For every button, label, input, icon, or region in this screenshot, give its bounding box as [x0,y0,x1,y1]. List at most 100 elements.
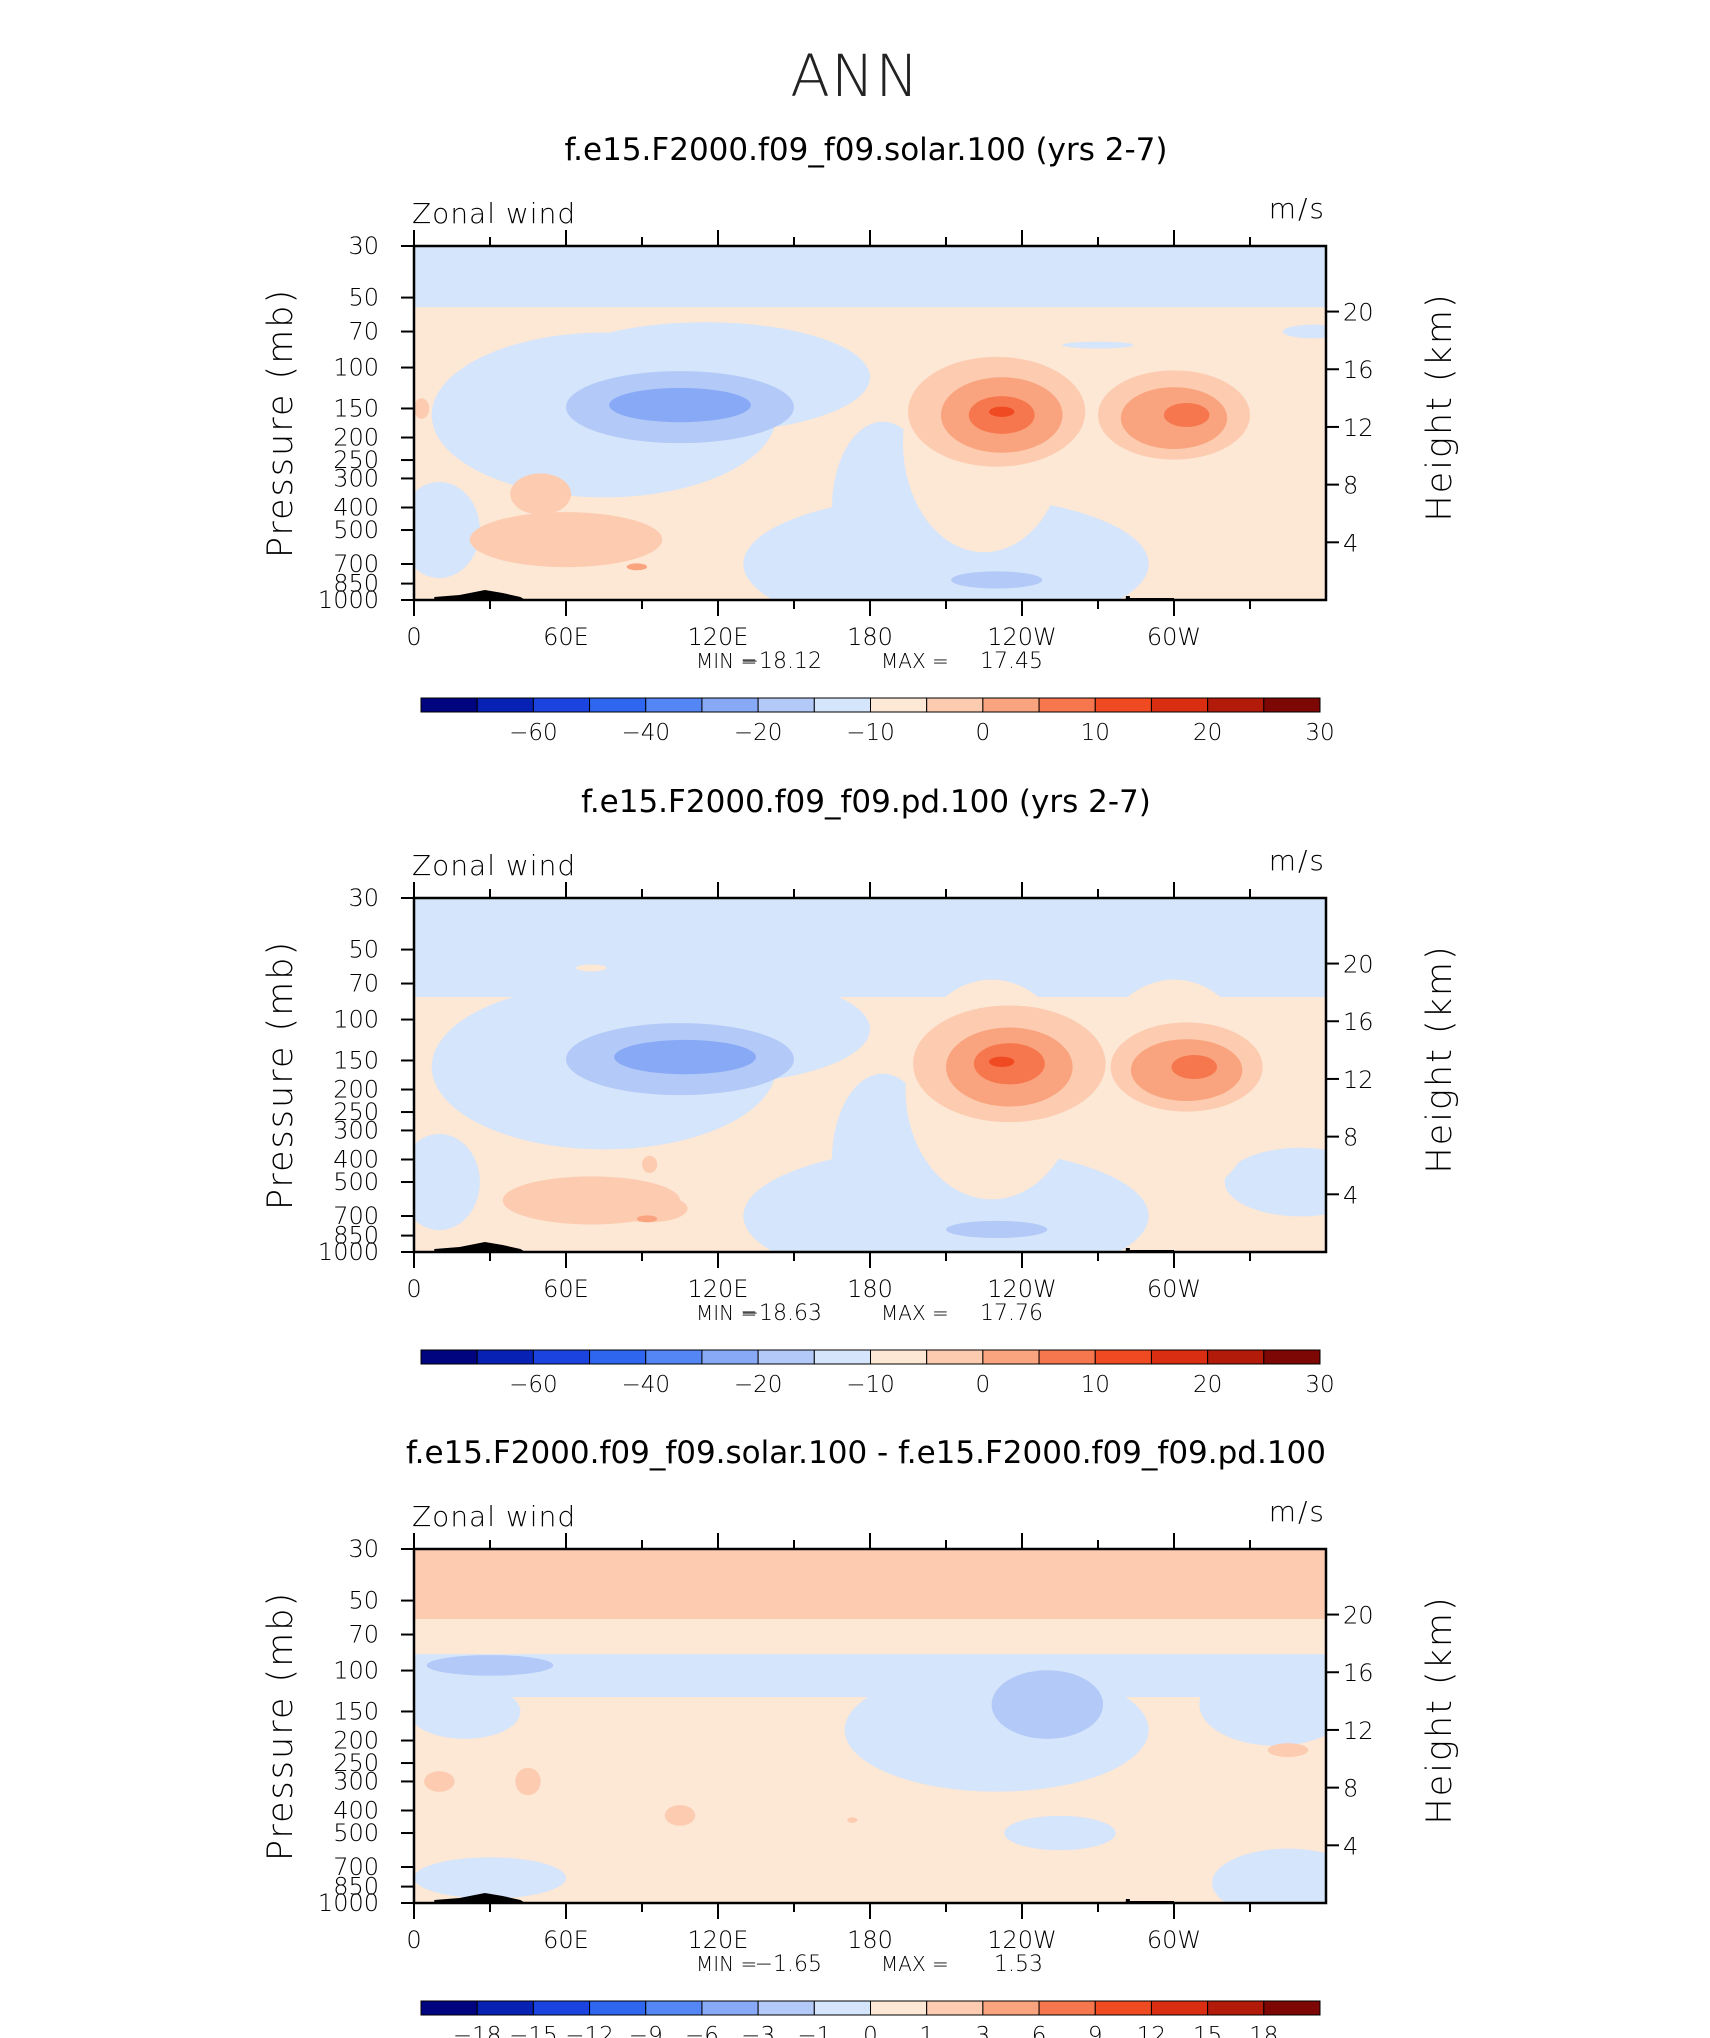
colorbar-swatch [1207,697,1265,713]
colorbar-label: −6 [685,2023,719,2038]
y-tick-label: 150 [333,394,379,422]
y-tick-label: 50 [348,1587,379,1615]
colorbar-swatch [926,1349,984,1365]
height-tick-label: 20 [1343,951,1374,979]
colorbar-swatch [420,1349,478,1365]
panel-1: f.e15.F2000.f09_f09.solar.100 (yrs 2-7) Z… [261,132,1460,746]
colorbar-swatch [645,2000,703,2016]
units-label: m/s [1269,192,1326,225]
colorbar-label: 3 [976,2023,991,2038]
panel-3: f.e15.F2000.f09_f09.solar.100 - f.e15.F2… [261,1435,1460,2038]
height-tick-label: 8 [1343,472,1358,500]
topography [434,1242,526,1252]
colorbar-label: 20 [1193,1372,1222,1398]
height-tick-label: 20 [1343,1602,1374,1630]
colorbar-label: −3 [741,2023,775,2038]
colorbar-swatch [1150,2000,1209,2016]
contour-region [1282,324,1326,339]
colorbar-swatch [532,1349,591,1365]
y-tick-label: 250 [333,446,379,474]
height-tick-label: 12 [1343,414,1374,442]
colorbar-label: −40 [621,720,670,746]
x-tick-label: 0 [406,1275,421,1303]
contour-region [989,1056,1015,1067]
height-tick-label: 12 [1343,1717,1374,1745]
contour-region [1224,1147,1326,1217]
contour-region [611,1194,688,1223]
colorbar-swatch [982,2000,1040,2016]
contour-region [1171,1054,1218,1080]
y-tick-label: 30 [348,232,379,260]
contour-region [664,1805,696,1826]
height-tick-label: 20 [1343,299,1374,327]
height-tick-label: 4 [1343,1832,1358,1860]
x-tick-label: 60E [543,1275,589,1303]
contour-region [832,1073,934,1246]
topography [434,1893,526,1903]
y-axis-title: Pressure (mb) [261,940,301,1210]
y-tick-label: 850 [333,1873,379,1901]
colorbar-swatch [1094,1349,1152,1365]
colorbar-label: 30 [1305,720,1334,746]
y-tick-label: 70 [348,970,379,998]
contour-region [414,1684,521,1739]
colorbar-label: 20 [1193,720,1222,746]
height-tick-label: 4 [1343,529,1358,557]
contour-band [414,246,1326,308]
height-tick-label: 16 [1343,356,1374,384]
y-tick-label: 500 [333,516,379,544]
max-label: MAX = [881,1952,949,1976]
contour-region [609,387,751,423]
contour-region [414,398,430,419]
colorbar-label: 15 [1193,2023,1222,2038]
y-tick-label: 100 [333,354,379,382]
colorbar-swatch [1038,2000,1096,2016]
colorbar-swatch [1150,1349,1209,1365]
contour-region [424,1771,455,1792]
max-value: 17.76 [980,1301,1043,1326]
contour-region [614,1039,756,1075]
x-tick-label: 60E [543,623,589,651]
colorbar-label: −60 [509,1372,558,1398]
colorbar-label: 9 [1088,2023,1103,2038]
colorbar-swatch [701,2000,759,2016]
contour-region [414,1133,480,1231]
colorbar-swatch [476,1349,534,1365]
colorbar-swatch [982,1349,1040,1365]
y-tick-label: 300 [333,1767,379,1795]
height-tick-label: 4 [1343,1181,1358,1209]
y-tick-label: 100 [333,1657,379,1685]
y-tick-label: 70 [348,1621,379,1649]
colorbar-label: 18 [1249,2023,1278,2038]
contour-region [469,512,663,568]
figure-title: ANN [790,42,920,110]
colorbar-swatch [813,1349,871,1365]
colorbar-label: 6 [1032,2023,1047,2038]
colorbar-label: −9 [629,2023,663,2038]
panel-2: f.e15.F2000.f09_f09.pd.100 (yrs 2-7)Zona… [261,784,1460,1398]
min-value: −1.65 [755,1952,822,1977]
contour-region [414,1857,566,1899]
y-tick-label: 500 [333,1819,379,1847]
contour-region [1163,402,1210,428]
contour-region [426,1655,554,1676]
colorbar-label: −10 [846,720,895,746]
colorbar-swatch [926,2000,984,2016]
contour-region [515,1767,541,1796]
colorbar-swatch [1207,1349,1265,1365]
y-tick-label: 700 [333,550,379,578]
colorbar-swatch [589,2000,647,2016]
x-tick-label: 120W [987,623,1057,651]
colorbar-swatch [1150,697,1209,713]
colorbar-swatch [420,697,478,713]
y2-axis-title: Height (km) [1420,292,1460,521]
max-value: 17.45 [980,649,1043,674]
y-tick-label: 30 [348,1535,379,1563]
colorbar-label: 10 [1081,720,1110,746]
colorbar-swatch [1207,2000,1265,2016]
contour-region [1267,1743,1309,1758]
contour-region [642,1155,658,1174]
contour-band [414,1654,1326,1698]
y-tick-label: 300 [333,1116,379,1144]
